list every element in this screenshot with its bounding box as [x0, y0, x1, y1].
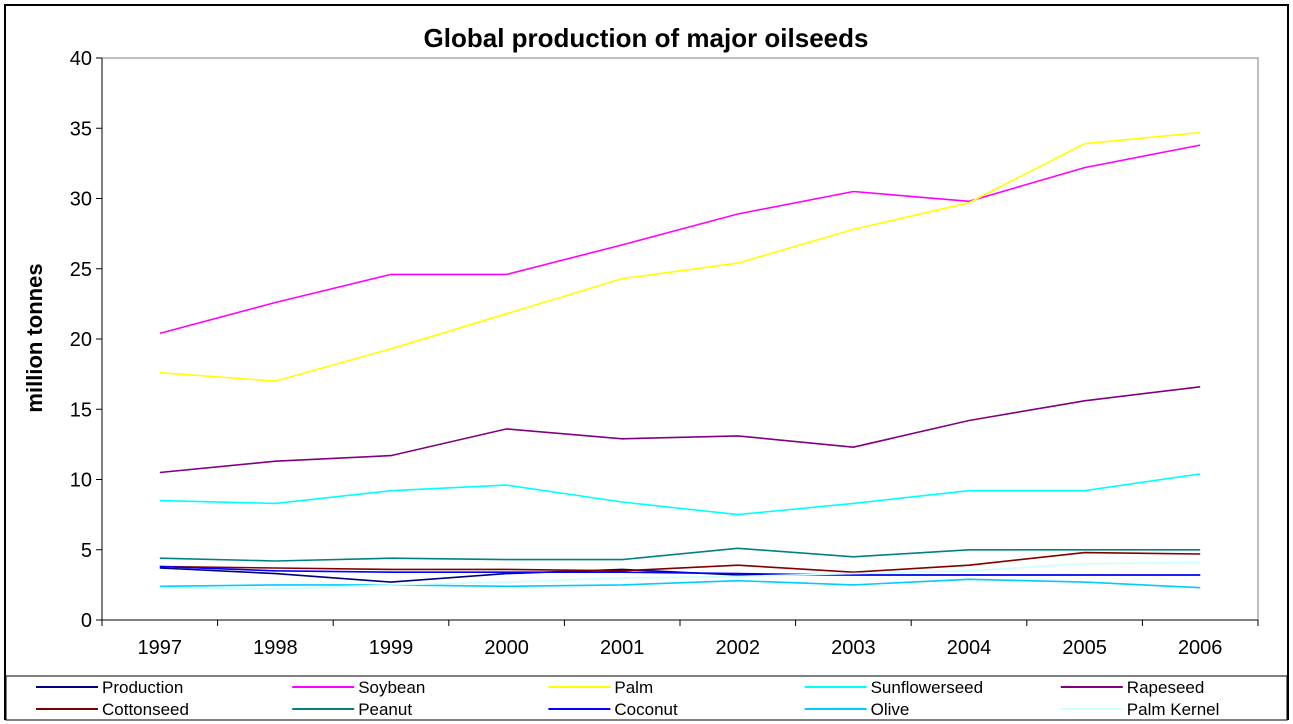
plot-area [101, 57, 1259, 621]
x-tick-label: 1998 [253, 637, 298, 659]
legend-label-palm-kernel: Palm Kernel [1127, 700, 1220, 719]
series-line-sunflowerseed [159, 473, 1201, 516]
x-tick-label: 2005 [1062, 637, 1107, 659]
y-tick-label: 0 [81, 610, 92, 632]
legend: Production Soybean Palm Sunflowerseed Rapese… [5, 675, 1288, 721]
y-tick-label: 35 [70, 118, 92, 140]
legend-label-peanut: Peanut [358, 700, 412, 719]
legend-label-coconut: Coconut [614, 700, 678, 719]
x-tick-label: 2002 [716, 637, 761, 659]
series-line-rapeseed [159, 386, 1201, 474]
y-tick-label: 40 [70, 48, 92, 70]
y-tick-label: 20 [70, 329, 92, 351]
series-line-olive [159, 578, 1201, 589]
series-lines [159, 131, 1201, 590]
legend-label-production: Production [102, 678, 183, 697]
y-tick-label: 25 [70, 259, 92, 281]
x-tick-label: 2006 [1178, 637, 1223, 659]
series-line-soybean [159, 144, 1201, 335]
legend-label-soybean: Soybean [358, 678, 425, 697]
y-tick-label: 15 [70, 399, 92, 421]
y-tick-label: 10 [70, 470, 92, 492]
x-tick-label: 2004 [947, 637, 992, 659]
y-axis-label: million tonnes [22, 263, 47, 412]
x-tick-label: 1999 [369, 637, 414, 659]
y-tick-label: 5 [81, 540, 92, 562]
x-tick-label: 2001 [600, 637, 645, 659]
series-line-palm-kernel [159, 561, 1201, 590]
legend-label-cottonseed: Cottonseed [102, 700, 189, 719]
x-tick-label: 1997 [138, 637, 183, 659]
series-line-palm [159, 131, 1201, 382]
series-line-coconut [159, 565, 1201, 576]
chart-title: Global production of major oilseeds [424, 23, 869, 53]
legend-label-sunflowerseed: Sunflowerseed [871, 678, 983, 697]
series-line-cottonseed [159, 551, 1201, 574]
x-tick-label: 2000 [484, 637, 529, 659]
legend-label-rapeseed: Rapeseed [1127, 678, 1205, 697]
legend-label-palm: Palm [614, 678, 653, 697]
legend-label-olive: Olive [871, 700, 910, 719]
y-tick-label: 30 [70, 189, 92, 211]
chart-frame [4, 4, 1289, 720]
x-tick-label: 2003 [831, 637, 876, 659]
series-line-peanut [159, 547, 1201, 562]
legend-box [5, 675, 1288, 721]
axes: 0 5 10 15 20 25 30 35 40 1997 1998 1999 2000 2001 2002… [70, 48, 1259, 659]
